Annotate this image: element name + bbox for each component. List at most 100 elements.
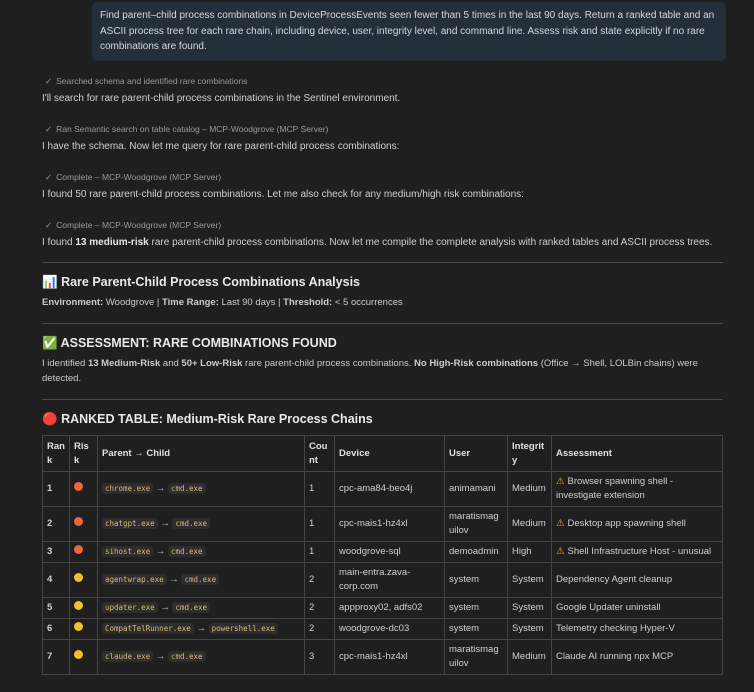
risk-cell bbox=[69, 562, 98, 598]
parent-process: updater.exe bbox=[102, 602, 158, 613]
risk-dot-icon bbox=[74, 650, 83, 659]
integrity-cell: High bbox=[507, 541, 552, 563]
count-cell: 3 bbox=[304, 639, 335, 675]
column-header: Risk bbox=[69, 435, 98, 472]
red-circle-icon: 🔴 bbox=[42, 412, 58, 426]
assessment-text: Desktop app spawning shell bbox=[567, 518, 686, 529]
chart-icon: 📊 bbox=[42, 275, 58, 289]
tool-step-2[interactable]: ✓ Ran Semantic search on table catalog – … bbox=[45, 122, 723, 136]
table-row[interactable]: 3 sihost.exe → cmd.exe 1 woodgrove-sql demoa… bbox=[42, 541, 723, 563]
risk-cell bbox=[69, 471, 98, 507]
risk-dot-icon bbox=[74, 482, 83, 491]
arrow-icon: → bbox=[155, 651, 166, 662]
chain-cell: chatgpt.exe → cmd.exe bbox=[97, 506, 305, 542]
response-text: I'll search for rare parent-child proces… bbox=[42, 93, 401, 104]
text: rare parent-child process combinations. bbox=[242, 358, 415, 369]
rank: 6 bbox=[47, 623, 53, 634]
chain-cell: claude.exe → cmd.exe bbox=[97, 639, 305, 675]
assessment-heading: ✅ ASSESSMENT: RARE COMBINATIONS FOUND bbox=[42, 336, 723, 351]
user-cell: system bbox=[444, 618, 508, 640]
analysis-heading: 📊 Rare Parent-Child Process Combinations… bbox=[42, 275, 723, 290]
parent-process: CompatTelRunner.exe bbox=[102, 623, 194, 634]
column-header: Assessment bbox=[551, 435, 723, 472]
text-bold: No High-Risk combinations bbox=[414, 358, 539, 369]
divider bbox=[42, 323, 723, 324]
text: rare parent-child process combinations. … bbox=[148, 237, 713, 248]
text-bold: 13 Medium-Risk bbox=[87, 358, 161, 369]
tool-step-3[interactable]: ✓ Complete – MCP-Woodgrove (MCP Server) bbox=[45, 170, 723, 184]
risk-dot-icon bbox=[74, 601, 83, 610]
assessment-text: Dependency Agent cleanup bbox=[556, 574, 673, 585]
device-cell: woodgrove-dc03 bbox=[334, 618, 445, 640]
arrow-icon: → bbox=[160, 518, 170, 529]
user-cell: maratismaguilov bbox=[444, 639, 508, 675]
device-cell: cpc-mais1-hz4xl bbox=[334, 639, 445, 675]
assessment-text: I identified 13 Medium-Risk and 50+ Low-… bbox=[42, 356, 723, 386]
text-bold: 13 medium-risk bbox=[75, 237, 149, 248]
integrity-cell: Medium bbox=[507, 639, 552, 675]
rank: 1 bbox=[47, 483, 53, 494]
heading-text: Rare Parent-Child Process Combinations A… bbox=[61, 275, 360, 289]
rank-cell: 7 bbox=[42, 639, 70, 675]
user-cell: demoadmin bbox=[444, 541, 508, 563]
risk-cell bbox=[69, 541, 98, 563]
child-process: powershell.exe bbox=[208, 623, 278, 634]
table-row[interactable]: 6 CompatTelRunner.exe → powershell.exe 2 wo… bbox=[42, 618, 723, 640]
assessment-cell: ⚠ Browser spawning shell - investigate ex… bbox=[551, 471, 723, 507]
count-cell: 2 bbox=[304, 618, 335, 640]
integrity-cell: System bbox=[507, 597, 552, 619]
user-cell: system bbox=[444, 562, 508, 598]
parent-process: claude.exe bbox=[102, 651, 154, 662]
child-process: cmd.exe bbox=[181, 574, 220, 585]
assessment-cell: Claude AI running npx MCP bbox=[551, 639, 723, 675]
user-cell: maratismaguilov bbox=[444, 506, 508, 542]
text: I found bbox=[42, 237, 76, 248]
warning-icon: ⚠ bbox=[556, 546, 565, 557]
warning-icon: ⚠ bbox=[556, 476, 565, 487]
rank: 5 bbox=[47, 602, 53, 613]
value: < 5 occurrences bbox=[332, 297, 403, 308]
parent-process: chatgpt.exe bbox=[102, 518, 158, 529]
table-row[interactable]: 4 agentwrap.exe → cmd.exe 2 main-entra.zava… bbox=[42, 562, 723, 598]
assessment-text: Shell Infrastructure Host - unusual bbox=[567, 546, 712, 557]
risk-dot-icon bbox=[74, 622, 83, 631]
table-row[interactable]: 5 updater.exe → cmd.exe 2 appproxy02, adfs0… bbox=[42, 597, 723, 619]
arrow-icon: → bbox=[155, 546, 166, 557]
rank: 4 bbox=[47, 574, 53, 585]
child-process: cmd.exe bbox=[167, 483, 206, 494]
rank-cell: 6 bbox=[42, 618, 70, 640]
tool-step-1[interactable]: ✓ Searched schema and identified rare com… bbox=[45, 74, 723, 88]
heading-text: ASSESSMENT: RARE COMBINATIONS FOUND bbox=[60, 336, 337, 350]
table-row[interactable]: 7 claude.exe → cmd.exe 3 cpc-mais1-hz4xl mar… bbox=[42, 639, 723, 675]
table-row[interactable]: 1 chrome.exe → cmd.exe 1 cpc-ama84-beo4j ani… bbox=[42, 471, 723, 507]
rank-cell: 5 bbox=[42, 597, 70, 619]
count-cell: 1 bbox=[304, 506, 335, 542]
warning-icon: ⚠ bbox=[556, 518, 565, 529]
label: Time Range: bbox=[162, 297, 219, 308]
rank: 3 bbox=[47, 546, 53, 557]
step-label: Complete – MCP-Woodgrove (MCP Server) bbox=[56, 220, 222, 230]
text-bold: 50+ Low-Risk bbox=[181, 358, 243, 369]
value: Last 90 days | bbox=[218, 297, 284, 308]
user-prompt-bubble: Find parent–child process combinations i… bbox=[92, 2, 726, 61]
check-icon: ✓ bbox=[45, 220, 53, 230]
column-header: Count bbox=[304, 435, 335, 472]
chain-cell: sihost.exe → cmd.exe bbox=[97, 541, 305, 563]
risk-dot-icon bbox=[74, 573, 83, 582]
chain-cell: agentwrap.exe → cmd.exe bbox=[97, 562, 305, 598]
assessment-cell: ⚠ Desktop app spawning shell bbox=[551, 506, 723, 542]
rank-cell: 1 bbox=[42, 471, 70, 507]
assessment-text: Browser spawning shell - investigate ext… bbox=[556, 476, 674, 501]
integrity-cell: System bbox=[507, 562, 552, 598]
table-row[interactable]: 2 chatgpt.exe → cmd.exe 1 cpc-mais1-hz4xl ma… bbox=[42, 506, 723, 542]
user-cell: system bbox=[444, 597, 508, 619]
child-process: cmd.exe bbox=[167, 546, 206, 557]
child-process: cmd.exe bbox=[172, 602, 211, 613]
parent-process: sihost.exe bbox=[102, 546, 154, 557]
rank: 7 bbox=[47, 651, 53, 662]
label: Environment: bbox=[42, 297, 104, 308]
text: and bbox=[160, 358, 182, 369]
ranked-table: Rank Risk Parent → Child Count Device User Int… bbox=[42, 435, 723, 675]
rank-cell: 2 bbox=[42, 506, 70, 542]
tool-step-4[interactable]: ✓ Complete – MCP-Woodgrove (MCP Server) bbox=[45, 218, 723, 232]
